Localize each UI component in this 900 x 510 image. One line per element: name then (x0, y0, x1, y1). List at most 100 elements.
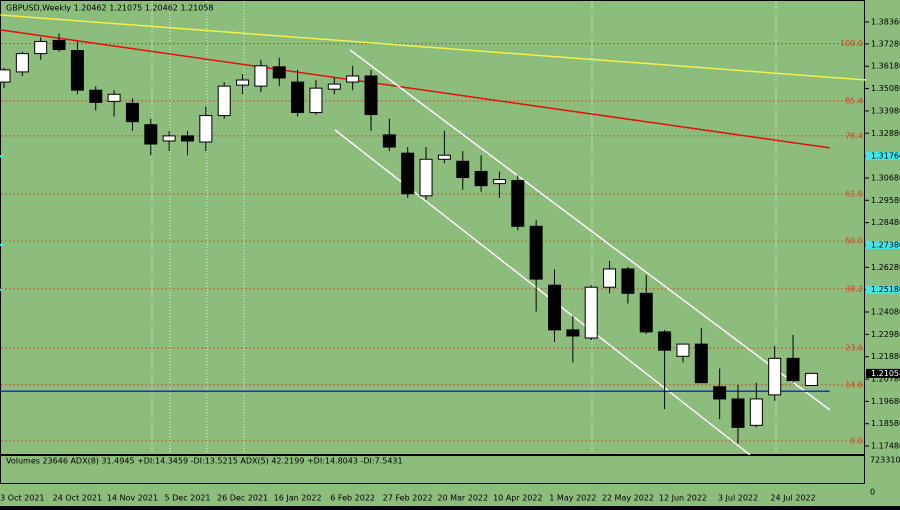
candle-body (731, 398, 745, 428)
y-tick-label: 1.32880 (871, 129, 900, 138)
fib-label: 50.0 (845, 237, 863, 246)
x-tick-label: 14 Nov 2021 (107, 494, 158, 503)
x-tick-label: 6 Feb 2022 (330, 494, 375, 503)
candle-body (199, 115, 213, 143)
candle-body (272, 66, 286, 79)
highlight-marker (866, 285, 900, 294)
y-tick-label: 1.37280 (871, 39, 900, 48)
candle-body (382, 134, 396, 148)
highlight-marker (866, 240, 900, 249)
y-tick-label: 1.38360 (871, 17, 900, 26)
candle-body (511, 180, 525, 227)
candle-body (346, 75, 360, 83)
candle-body (144, 124, 158, 145)
candle-body (639, 292, 653, 333)
trend-line (0, 29, 830, 149)
y-tick-label: 1.36180 (871, 62, 900, 71)
candle-body (125, 102, 139, 123)
x-tick-label: 24 Jul 2022 (770, 494, 815, 503)
x-tick-label: 22 May 2022 (602, 494, 654, 503)
indicator-tick-label: 723310 (870, 456, 900, 465)
candle-body (52, 39, 66, 51)
candle-body (327, 83, 341, 90)
y-tick-label: 1.35080 (871, 84, 900, 93)
x-tick-label: 10 Apr 2022 (493, 494, 542, 503)
fib-label: 0.0 (850, 436, 863, 445)
candle-body (419, 158, 433, 197)
y-tick-label: 1.19680 (871, 397, 900, 406)
last-price-box (866, 368, 900, 378)
x-tick-label: 3 Jul 2022 (718, 494, 758, 503)
candle-body (749, 398, 763, 426)
candle-body (34, 40, 48, 55)
candle-body (70, 50, 84, 91)
last-price-label: 1.21058 (871, 369, 900, 378)
separators (151, 1, 777, 454)
y-tick-label: 1.31760 (871, 152, 900, 161)
candle-body (181, 135, 194, 142)
candle-body (529, 225, 543, 280)
fib-label: 85.4 (845, 96, 863, 105)
x-tick-label: 3 Oct 2021 (0, 494, 44, 503)
main-panel-frame (0, 0, 865, 455)
candle-body (768, 357, 782, 396)
candle-body (492, 179, 506, 185)
highlight-marker (866, 152, 900, 160)
x-tick-label: 5 Dec 2021 (164, 494, 210, 503)
y-tick-label: 1.18580 (871, 419, 900, 428)
x-tick-label: 1 May 2022 (549, 494, 596, 503)
candle-body (107, 93, 121, 102)
chart-title: GBPUSD,Weekly 1.20462 1.21075 1.20462 1.… (6, 4, 214, 13)
y-tick-label: 1.30680 (871, 173, 900, 182)
highlight-marker (0, 288, 4, 291)
y-tick-label: 1.21880 (871, 352, 900, 361)
highlight-marker (0, 243, 4, 246)
candle-body (456, 160, 470, 179)
x-tick-label: 20 Mar 2022 (437, 494, 488, 503)
candle-body (566, 329, 580, 337)
candle-body (437, 154, 451, 160)
y-tick-label: 1.29580 (871, 196, 900, 205)
y-tick-label: 1.25180 (871, 285, 900, 294)
candle-body (474, 170, 488, 187)
indicator-title: Volumes 23646 ADX(8) 31.4945 +DI:14.3459… (6, 457, 403, 466)
trend-line (0, 14, 867, 81)
candle-body (713, 386, 727, 400)
candle-body (162, 135, 176, 142)
candle-body (291, 81, 305, 114)
candle-body (804, 372, 818, 386)
fib-label: 61.6 (845, 189, 863, 198)
candle-body (584, 286, 598, 339)
candle-body (15, 53, 29, 73)
y-tick-label: 1.17480 (871, 442, 900, 451)
candle-body (401, 152, 415, 195)
indicator-tick-label: 0 (870, 488, 875, 497)
candle-body (0, 69, 11, 83)
candle-body (603, 268, 617, 288)
candle-body (236, 79, 250, 86)
x-tick-label: 26 Dec 2021 (217, 494, 268, 503)
y-tick-label: 1.20780 (871, 375, 900, 384)
x-tick-label: 27 Feb 2022 (383, 494, 433, 503)
fib-label: 23.6 (845, 343, 863, 352)
x-tick-label: 16 Jan 2022 (274, 494, 322, 503)
candle-body (548, 284, 561, 331)
y-tick-label: 1.26280 (871, 263, 900, 272)
candle-body (254, 65, 268, 87)
y-tick-label: 1.22980 (871, 330, 900, 339)
y-tick-label: 1.33980 (871, 106, 900, 115)
candle-body (364, 75, 378, 116)
candle-body (217, 85, 231, 117)
y-tick-label: 1.28480 (871, 218, 900, 227)
candle-body (89, 89, 103, 103)
candle-body (676, 343, 690, 357)
x-tick-label: 24 Oct 2021 (53, 494, 102, 503)
candle-body (309, 87, 323, 114)
fib-label: 38.2 (845, 284, 863, 293)
candle-body (621, 268, 635, 294)
x-tick-label: 12 Jun 2022 (659, 494, 707, 503)
fib-label: 100.0 (840, 39, 863, 48)
